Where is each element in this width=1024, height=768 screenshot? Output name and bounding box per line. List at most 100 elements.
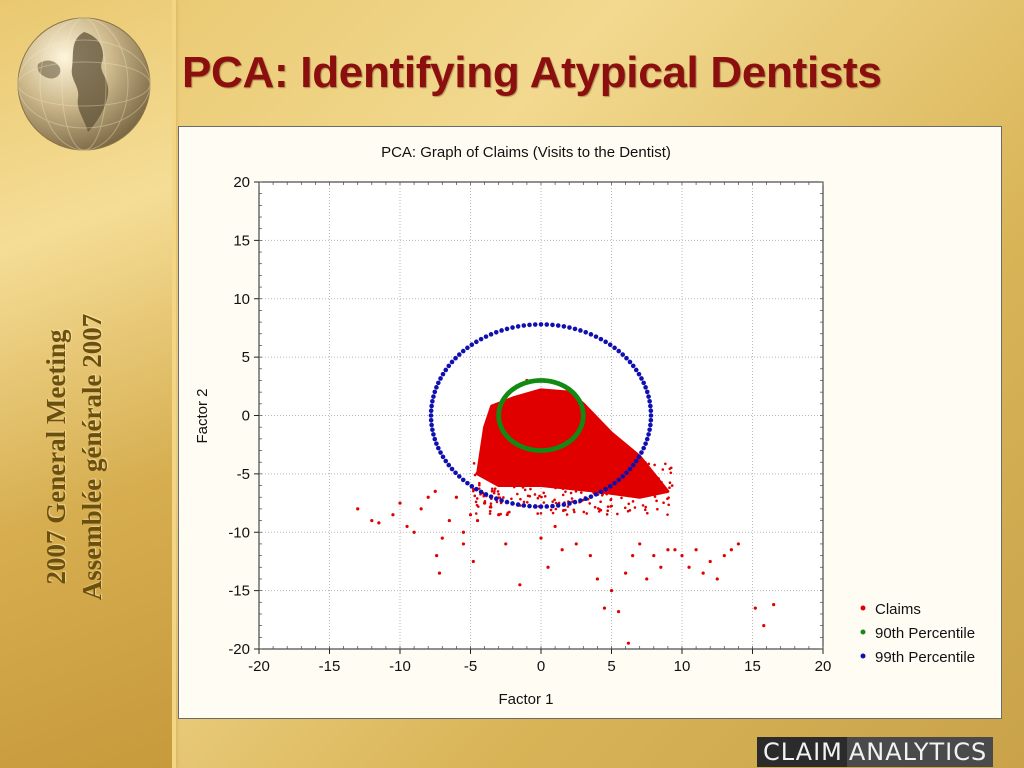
claims-point (661, 468, 665, 471)
p90-series (496, 378, 586, 453)
claims-point (640, 474, 644, 477)
p99-point (627, 466, 633, 472)
claims-point (656, 507, 659, 511)
p90-point (580, 414, 586, 420)
p99-point (499, 498, 504, 503)
claims-point (592, 462, 595, 466)
p99-point (428, 417, 434, 423)
claims-point (405, 524, 409, 529)
claims-point (529, 487, 532, 491)
y-tick-label: 10 (233, 291, 250, 308)
p99-point (474, 339, 479, 345)
claims-point (566, 486, 569, 489)
claims-point (493, 489, 496, 493)
globe-icon (17, 17, 151, 151)
claims-point (474, 512, 478, 515)
claims-point (526, 463, 530, 466)
claims-point (627, 502, 631, 506)
p99-point (598, 489, 604, 495)
claims-point (557, 484, 561, 488)
claims-point (566, 467, 569, 471)
p99-point (561, 324, 567, 329)
p99-point (488, 332, 494, 337)
claims-point (521, 475, 524, 479)
claims-point (356, 507, 360, 511)
p99-point (499, 328, 504, 333)
claims-point (542, 476, 546, 480)
claims-point (626, 641, 631, 645)
claims-point (634, 495, 638, 499)
claims-point (502, 496, 505, 499)
claims-point (553, 524, 557, 529)
claims-point (549, 508, 553, 512)
claims-point (549, 464, 552, 468)
claims-point (591, 472, 594, 476)
p99-point (453, 470, 458, 476)
claims-point (488, 509, 492, 513)
claims-point (762, 624, 766, 628)
claims-point (472, 487, 475, 491)
p99-point (527, 322, 532, 328)
x-tick-label: 10 (674, 658, 691, 675)
claims-point (426, 495, 430, 499)
p99-point (460, 477, 466, 483)
claims-point (412, 530, 416, 534)
claims-point (588, 554, 592, 558)
p99-point (460, 348, 466, 354)
grid-lines (259, 182, 823, 649)
claims-point (540, 495, 543, 499)
claims-point (474, 500, 478, 504)
claims-point (550, 471, 554, 475)
p99-point (555, 503, 561, 508)
claims-point (599, 500, 602, 504)
claims-point (519, 497, 522, 501)
claims-point (605, 513, 609, 516)
sidebar-band: 2007 General Meeting Assemblée générale … (0, 0, 174, 768)
y-tick-label: -15 (228, 583, 250, 600)
claims-point (539, 511, 543, 515)
p99-point (644, 389, 650, 395)
claims-point (664, 462, 667, 466)
claims-point (488, 512, 492, 515)
claims-point (503, 472, 507, 476)
claims-point (633, 506, 637, 509)
claims-point (652, 478, 656, 482)
p99-point (636, 454, 642, 460)
claims-point (542, 462, 546, 465)
y-tick-label: -20 (228, 641, 250, 658)
claims-point (593, 505, 597, 509)
p99-point (646, 432, 651, 437)
claims-point (574, 542, 578, 546)
claims-point (478, 483, 481, 487)
claims-point (628, 509, 632, 512)
claims-point (506, 461, 510, 465)
claims-point (573, 476, 577, 480)
legend-marker-claims (860, 605, 866, 611)
claims-point (543, 495, 547, 498)
claims-point (564, 468, 567, 471)
claims-point (669, 466, 673, 470)
p99-point (588, 494, 594, 499)
claims-point (575, 473, 578, 477)
p99-point (515, 324, 521, 329)
p99-point (440, 371, 446, 377)
legend-label-99th: 99th Percentile (875, 649, 975, 666)
claims-point (654, 483, 658, 487)
p99-point (440, 454, 446, 460)
claims-point (645, 473, 649, 477)
claims-point (715, 577, 719, 581)
p99-point (555, 323, 561, 328)
x-tick-label: -15 (319, 658, 341, 675)
p99-point (429, 422, 434, 428)
p99-point (432, 436, 438, 442)
x-tick-label: 5 (607, 658, 615, 675)
p99-point (428, 413, 434, 418)
p99-point (446, 363, 452, 369)
p99-point (430, 427, 435, 433)
claims-point (641, 504, 645, 507)
x-tick-label: 20 (815, 658, 832, 675)
claims-point (475, 503, 479, 507)
claims-point (647, 462, 651, 466)
claims-point (520, 466, 524, 470)
p99-point (648, 403, 653, 409)
